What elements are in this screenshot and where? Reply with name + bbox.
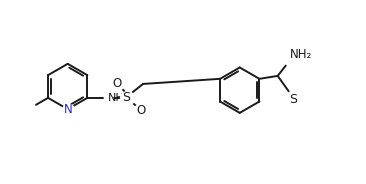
Text: S: S [123, 91, 131, 104]
Text: O: O [137, 104, 146, 117]
Text: NH₂: NH₂ [290, 47, 312, 61]
Text: S: S [290, 93, 298, 106]
Text: O: O [113, 77, 122, 90]
Text: NH: NH [108, 93, 125, 103]
Text: N: N [64, 103, 73, 116]
